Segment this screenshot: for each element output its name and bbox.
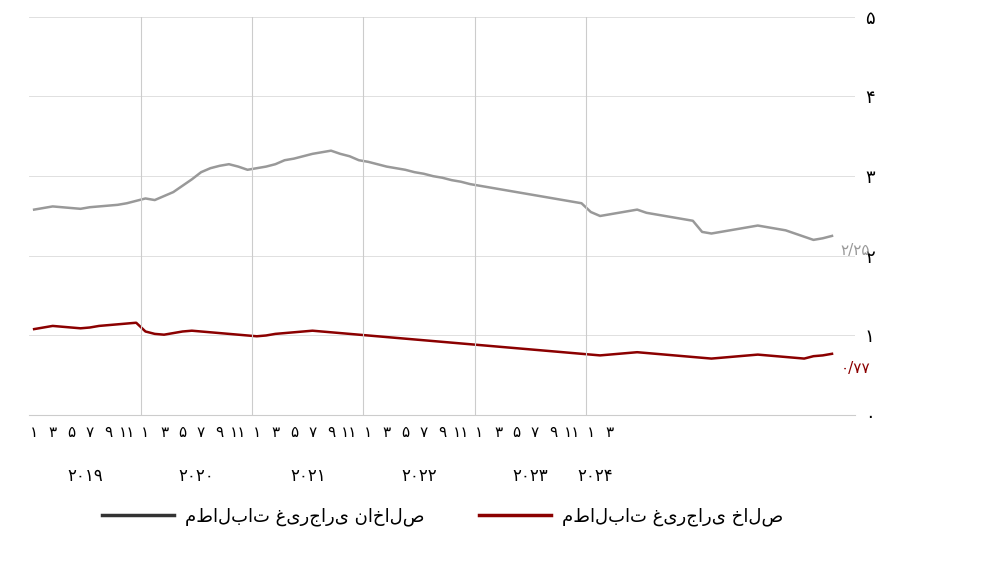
- Text: ۲۰۲۲: ۲۰۲۲: [401, 467, 437, 485]
- Text: ۲۰۱۹: ۲۰۱۹: [67, 467, 103, 485]
- Text: ۲/۲۵: ۲/۲۵: [840, 243, 870, 259]
- Text: ۲۰۲۰: ۲۰۲۰: [179, 467, 214, 485]
- Text: ۰/۷۷: ۰/۷۷: [840, 361, 870, 376]
- Text: ۲۰۲۱: ۲۰۲۱: [290, 467, 325, 485]
- Text: ۲۰۲۴: ۲۰۲۴: [578, 467, 613, 485]
- Legend: مطالبات غیرجاری ناخالص, مطالبات غیرجاری خالص: مطالبات غیرجاری ناخالص, مطالبات غیرجاری …: [94, 500, 790, 534]
- Text: ۲۰۲۳: ۲۰۲۳: [512, 467, 549, 485]
